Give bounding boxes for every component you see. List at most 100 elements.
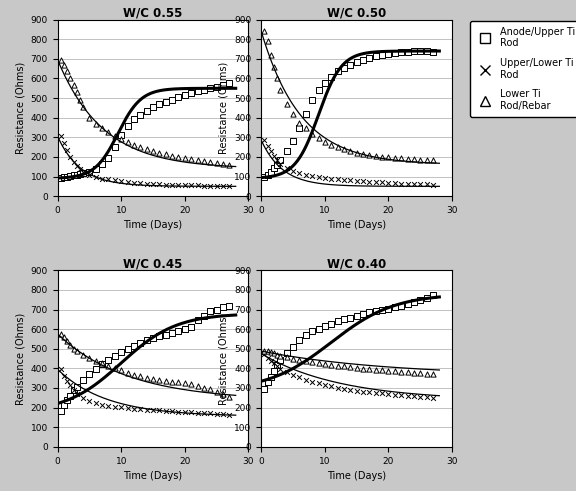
Point xyxy=(63,67,72,75)
Point xyxy=(410,47,419,55)
Point xyxy=(301,110,310,118)
Point xyxy=(320,322,329,330)
Point xyxy=(149,375,158,383)
Point xyxy=(429,48,438,56)
Point xyxy=(75,170,85,178)
Point xyxy=(56,133,66,140)
Title: W/C 0.55: W/C 0.55 xyxy=(123,7,183,20)
Point xyxy=(206,385,215,393)
Point xyxy=(410,369,419,377)
Point xyxy=(276,156,285,164)
Point xyxy=(91,173,100,181)
Point xyxy=(422,393,431,401)
Point xyxy=(69,158,78,166)
Point xyxy=(72,383,81,391)
Point xyxy=(282,349,291,356)
Point xyxy=(384,304,393,312)
Point xyxy=(78,103,88,111)
Point xyxy=(91,356,100,364)
Point xyxy=(371,366,380,374)
Point xyxy=(199,409,209,417)
Point xyxy=(377,366,386,374)
Y-axis label: Resistance (Ohms): Resistance (Ohms) xyxy=(219,312,229,405)
Point xyxy=(225,301,234,309)
Point xyxy=(91,120,100,128)
Point xyxy=(352,58,361,66)
Point xyxy=(416,47,425,55)
Point xyxy=(149,103,158,111)
Point xyxy=(390,367,399,375)
Point xyxy=(377,389,386,397)
Point xyxy=(416,180,425,188)
Point xyxy=(136,143,145,151)
Point xyxy=(327,141,336,149)
Point xyxy=(123,179,132,187)
Point xyxy=(72,347,81,355)
Point xyxy=(301,331,310,339)
Point xyxy=(155,376,164,384)
Title: W/C 0.45: W/C 0.45 xyxy=(123,257,183,270)
Point xyxy=(130,180,139,188)
Point xyxy=(212,410,221,418)
Point xyxy=(384,179,393,187)
Point xyxy=(272,161,282,169)
Point xyxy=(339,315,348,323)
Point xyxy=(206,183,215,191)
Point xyxy=(263,171,272,179)
Point xyxy=(397,301,406,309)
Point xyxy=(91,165,100,173)
Point xyxy=(130,371,139,379)
Point xyxy=(339,362,348,370)
Point xyxy=(276,352,285,360)
Point xyxy=(56,365,66,373)
Point xyxy=(272,156,282,164)
Point xyxy=(180,325,190,333)
Point xyxy=(314,359,323,367)
Point xyxy=(371,178,380,186)
Point xyxy=(377,51,386,59)
Point xyxy=(422,370,431,378)
Point xyxy=(85,114,94,122)
Point xyxy=(358,150,367,158)
Point xyxy=(212,83,221,91)
Point xyxy=(333,383,342,391)
Point xyxy=(295,374,304,382)
Point xyxy=(289,167,298,175)
Point xyxy=(199,86,209,94)
Point xyxy=(282,368,291,376)
Point xyxy=(266,373,275,381)
Point xyxy=(282,164,291,172)
Point xyxy=(130,342,139,350)
Point xyxy=(225,161,234,169)
Point xyxy=(59,372,69,380)
Point xyxy=(416,393,425,401)
Point xyxy=(397,48,406,56)
Point xyxy=(377,153,386,161)
Point xyxy=(301,376,310,383)
Point xyxy=(339,384,348,392)
Point xyxy=(371,52,380,60)
Point xyxy=(365,308,374,316)
Point xyxy=(270,367,279,375)
Point xyxy=(161,150,170,158)
Point xyxy=(66,75,75,82)
Point xyxy=(187,89,196,97)
Point xyxy=(333,67,342,75)
Point xyxy=(123,369,132,377)
Point xyxy=(225,183,234,191)
Point xyxy=(104,129,113,136)
Point xyxy=(206,84,215,92)
Point xyxy=(266,168,275,176)
Point xyxy=(384,390,393,398)
Point xyxy=(136,339,145,347)
Point xyxy=(91,399,100,407)
Point xyxy=(333,176,342,184)
Point xyxy=(429,394,438,402)
Point xyxy=(429,156,438,164)
Point xyxy=(358,387,367,395)
Point xyxy=(72,390,81,398)
Point xyxy=(308,327,317,335)
Point xyxy=(174,182,183,190)
Point xyxy=(403,368,412,376)
Point xyxy=(218,82,228,89)
